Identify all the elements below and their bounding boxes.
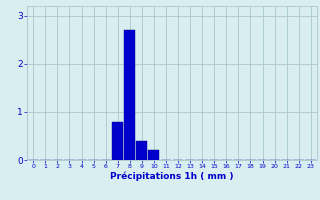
Bar — [112, 121, 123, 160]
Bar — [124, 30, 135, 160]
Bar — [148, 150, 159, 160]
X-axis label: Précipitations 1h ( mm ): Précipitations 1h ( mm ) — [110, 172, 234, 181]
Bar — [136, 141, 147, 160]
